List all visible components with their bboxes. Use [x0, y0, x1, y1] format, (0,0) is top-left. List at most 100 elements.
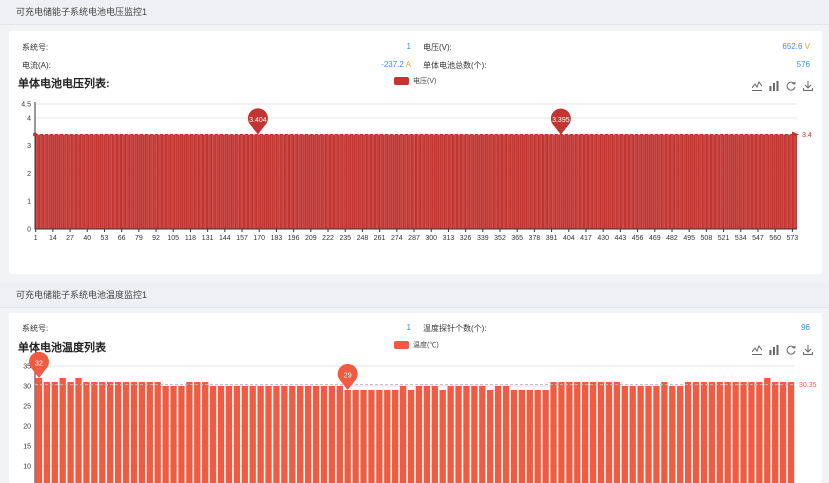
bar	[186, 382, 193, 483]
bar	[163, 134, 165, 229]
bar	[90, 134, 92, 229]
bar	[628, 134, 631, 229]
bar	[392, 134, 394, 229]
y-tick-label: 3	[27, 143, 31, 150]
bar	[773, 134, 775, 229]
bar	[57, 134, 59, 229]
bar	[533, 134, 536, 229]
bar	[210, 134, 213, 229]
chart-legend[interactable]: 温度(℃)	[394, 340, 439, 350]
bar	[308, 134, 311, 229]
bar	[549, 134, 551, 229]
bar	[120, 134, 123, 229]
bar-chart-icon[interactable]	[769, 342, 779, 355]
bar	[564, 134, 566, 229]
bar	[119, 134, 121, 229]
bar	[213, 134, 215, 229]
bar	[560, 134, 562, 229]
bar	[209, 134, 211, 229]
bar	[290, 134, 292, 229]
bar	[570, 134, 573, 229]
bar	[331, 134, 333, 229]
bar	[245, 134, 247, 229]
download-icon[interactable]	[803, 342, 813, 355]
bar	[189, 134, 192, 229]
bar	[298, 134, 300, 229]
bar	[545, 134, 547, 229]
bar	[144, 134, 147, 229]
bar	[405, 134, 407, 229]
bar	[410, 134, 413, 229]
bar	[267, 134, 270, 229]
bar	[409, 134, 411, 229]
marker-pin	[337, 363, 358, 390]
bar	[404, 134, 406, 229]
bar	[655, 134, 657, 229]
refresh-icon[interactable]	[786, 342, 796, 355]
bar	[445, 134, 447, 229]
bar	[265, 386, 272, 483]
bar	[353, 134, 356, 229]
bar	[360, 390, 367, 483]
bar	[585, 134, 587, 229]
bar	[550, 382, 557, 483]
bar	[37, 134, 39, 229]
bar	[296, 134, 299, 229]
bar	[779, 134, 782, 229]
bar	[103, 134, 106, 229]
bar	[128, 134, 131, 229]
bar	[130, 134, 132, 229]
bar	[621, 134, 623, 229]
bar	[652, 134, 655, 229]
bar	[483, 134, 485, 229]
bar	[320, 386, 328, 483]
bar	[202, 382, 209, 483]
bar	[721, 134, 723, 229]
bar	[127, 134, 129, 229]
bar	[770, 134, 772, 229]
bar	[131, 134, 133, 229]
bar	[693, 134, 696, 229]
x-tick-label: 482	[666, 235, 678, 242]
bar	[681, 134, 684, 229]
bar	[623, 134, 626, 229]
bar	[340, 134, 342, 229]
bar	[650, 134, 652, 229]
bar	[355, 134, 357, 229]
bar	[459, 134, 461, 229]
bar	[517, 134, 520, 229]
bar	[154, 382, 161, 483]
bar	[475, 134, 477, 229]
line-chart-icon[interactable]	[751, 78, 763, 91]
refresh-icon[interactable]	[786, 78, 796, 91]
bar	[351, 134, 353, 229]
bar	[368, 390, 375, 483]
bar	[479, 386, 486, 483]
chart-legend[interactable]: 电压(V)	[394, 76, 436, 86]
bar	[491, 134, 493, 229]
bar	[311, 134, 313, 229]
bar	[523, 134, 525, 229]
line-chart-icon[interactable]	[751, 342, 763, 355]
x-tick-label: 261	[374, 235, 386, 242]
bar	[455, 386, 462, 483]
y-tick-label: 20	[23, 424, 31, 431]
bar	[265, 134, 267, 229]
bar	[629, 386, 636, 483]
bar	[507, 134, 509, 229]
bar-chart-icon[interactable]	[769, 78, 779, 91]
bar	[150, 134, 152, 229]
bar	[468, 134, 471, 229]
bar	[392, 390, 399, 483]
x-tick-label: 287	[408, 235, 420, 242]
bar	[212, 134, 214, 229]
bar	[504, 134, 506, 229]
bar	[289, 386, 296, 483]
bar	[492, 134, 495, 229]
bar	[528, 134, 530, 229]
bar	[254, 134, 256, 229]
bar	[140, 134, 143, 229]
bar	[139, 134, 141, 229]
download-icon[interactable]	[803, 78, 813, 91]
bar	[511, 134, 513, 229]
